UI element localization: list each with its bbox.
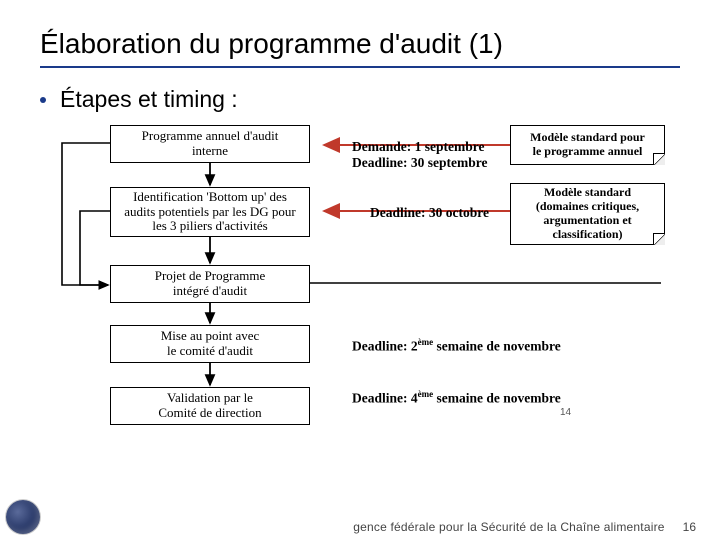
step-box-s1: Programme annuel d'auditinterne: [110, 125, 310, 163]
annotation-a1: Demande: 1 septembreDeadline: 30 septemb…: [352, 139, 487, 171]
logo-circle-icon: [6, 500, 40, 534]
annotation-a2: Deadline: 30 octobre: [370, 205, 489, 221]
slide-title: Élaboration du programme d'audit (1): [40, 28, 680, 68]
step-box-s3: Projet de Programmeintégré d'audit: [110, 265, 310, 303]
step-box-s4: Mise au point avecle comité d'audit: [110, 325, 310, 363]
stray-number: 14: [560, 407, 571, 418]
annotation-a5: Deadline: 4ème semaine de novembre: [352, 389, 561, 407]
arrows-layer: [40, 125, 680, 485]
step-box-s2: Identification 'Bottom up' desaudits pot…: [110, 187, 310, 237]
flow-diagram: Programme annuel d'auditinterne Identific…: [40, 125, 680, 485]
step-box-s5: Validation par leComité de direction: [110, 387, 310, 425]
bullet-row: Étapes et timing :: [40, 86, 680, 113]
bullet-icon: [40, 97, 46, 103]
folded-corner-icon: [653, 233, 665, 245]
folded-corner-icon: [653, 153, 665, 165]
model-box-m2: Modèle standard(domaines critiques,argum…: [510, 183, 665, 245]
footer-agency: gence fédérale pour la Sécurité de la Ch…: [353, 520, 664, 534]
footer-page: 16: [683, 520, 696, 534]
annotation-a4: Deadline: 2ème semaine de novembre: [352, 337, 561, 355]
bullet-text: Étapes et timing :: [60, 86, 238, 113]
model-box-m1: Modèle standard pourle programme annuel: [510, 125, 665, 165]
slide-footer: gence fédérale pour la Sécurité de la Ch…: [353, 520, 696, 534]
